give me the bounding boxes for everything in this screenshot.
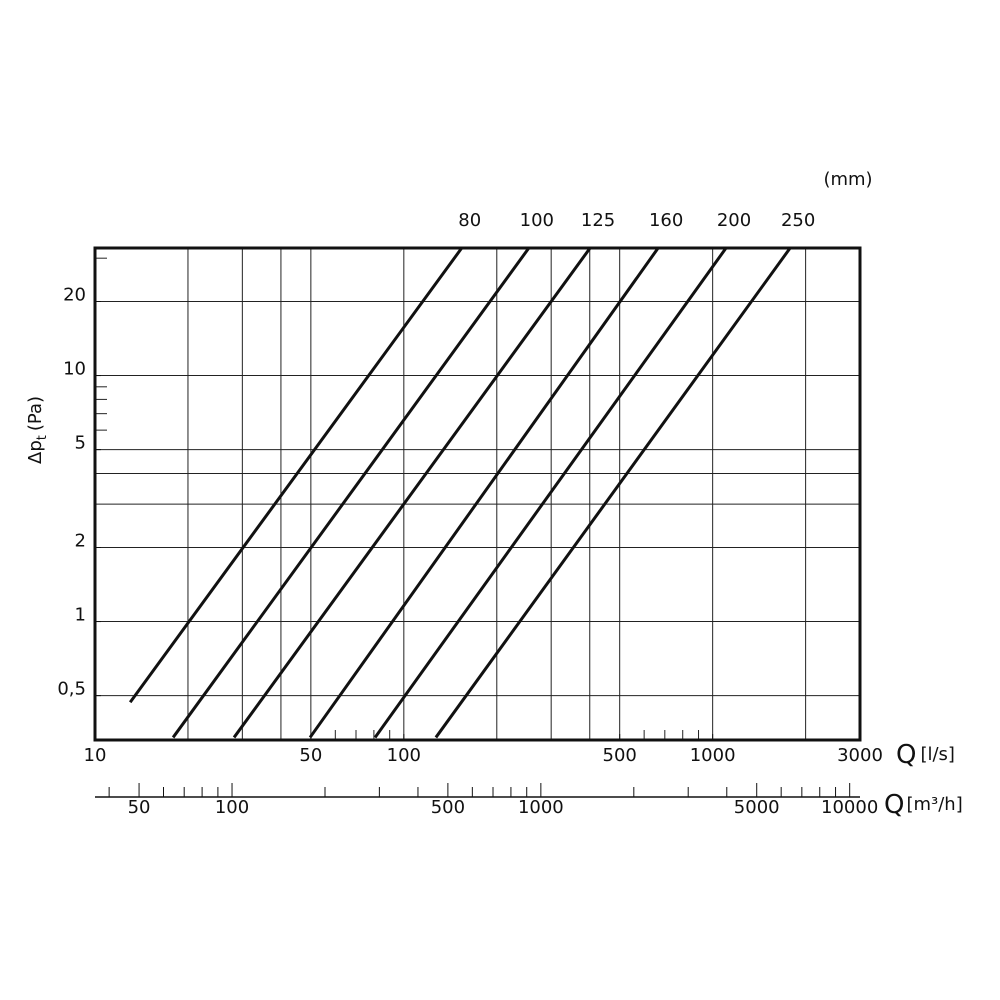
y-tick-label: 5	[75, 433, 86, 454]
x2-axis-label: Q [m³/h]	[884, 790, 963, 820]
y-tick-label: 10	[63, 359, 86, 380]
y-tick-label: 1	[75, 605, 86, 626]
series-label: 200	[717, 210, 751, 231]
series-label: 160	[649, 210, 683, 231]
legend-title: (mm)	[823, 169, 872, 190]
y-label-unit: (Pa)	[25, 396, 46, 431]
x2-tick-label: 50	[128, 797, 151, 818]
series-line	[308, 247, 660, 739]
x2-label-unit: [m³/h]	[906, 794, 962, 815]
x-tick-label: 1000	[690, 745, 736, 766]
series-label: 100	[520, 210, 554, 231]
x-tick-label: 100	[387, 745, 421, 766]
x2-tick-label: 500	[431, 797, 465, 818]
y-tick-label: 2	[75, 531, 86, 552]
x-tick-label: 500	[603, 745, 637, 766]
x2-label-main: Q	[884, 790, 904, 820]
y-label-sub: t	[35, 435, 50, 440]
y-label-main: Δp	[25, 440, 46, 464]
series-label: 250	[781, 210, 815, 231]
x-tick-label: 3000	[837, 745, 883, 766]
y-tick-label: 20	[63, 285, 86, 306]
series-label: 125	[581, 210, 615, 231]
series-line	[373, 247, 728, 739]
plot-frame	[93, 246, 862, 742]
x-tick-label: 10	[84, 745, 107, 766]
x2-tick-label: 1000	[518, 797, 564, 818]
x-label-main: Q	[896, 740, 916, 770]
series-line	[171, 247, 531, 739]
x2-tick-label: 5000	[734, 797, 780, 818]
x-tick-label: 50	[299, 745, 322, 766]
series-line	[434, 247, 792, 739]
y-axis-label: Δpt (Pa)	[25, 396, 50, 464]
series-label: 80	[458, 210, 481, 231]
x-label-unit: [l/s]	[920, 744, 955, 765]
x-axis-label: Q [l/s]	[896, 740, 955, 770]
series-line	[232, 247, 592, 739]
series-line	[128, 247, 463, 704]
y-tick-label: 0,5	[57, 679, 86, 700]
x2-tick-label: 100	[215, 797, 249, 818]
x2-tick-label: 10000	[821, 797, 878, 818]
